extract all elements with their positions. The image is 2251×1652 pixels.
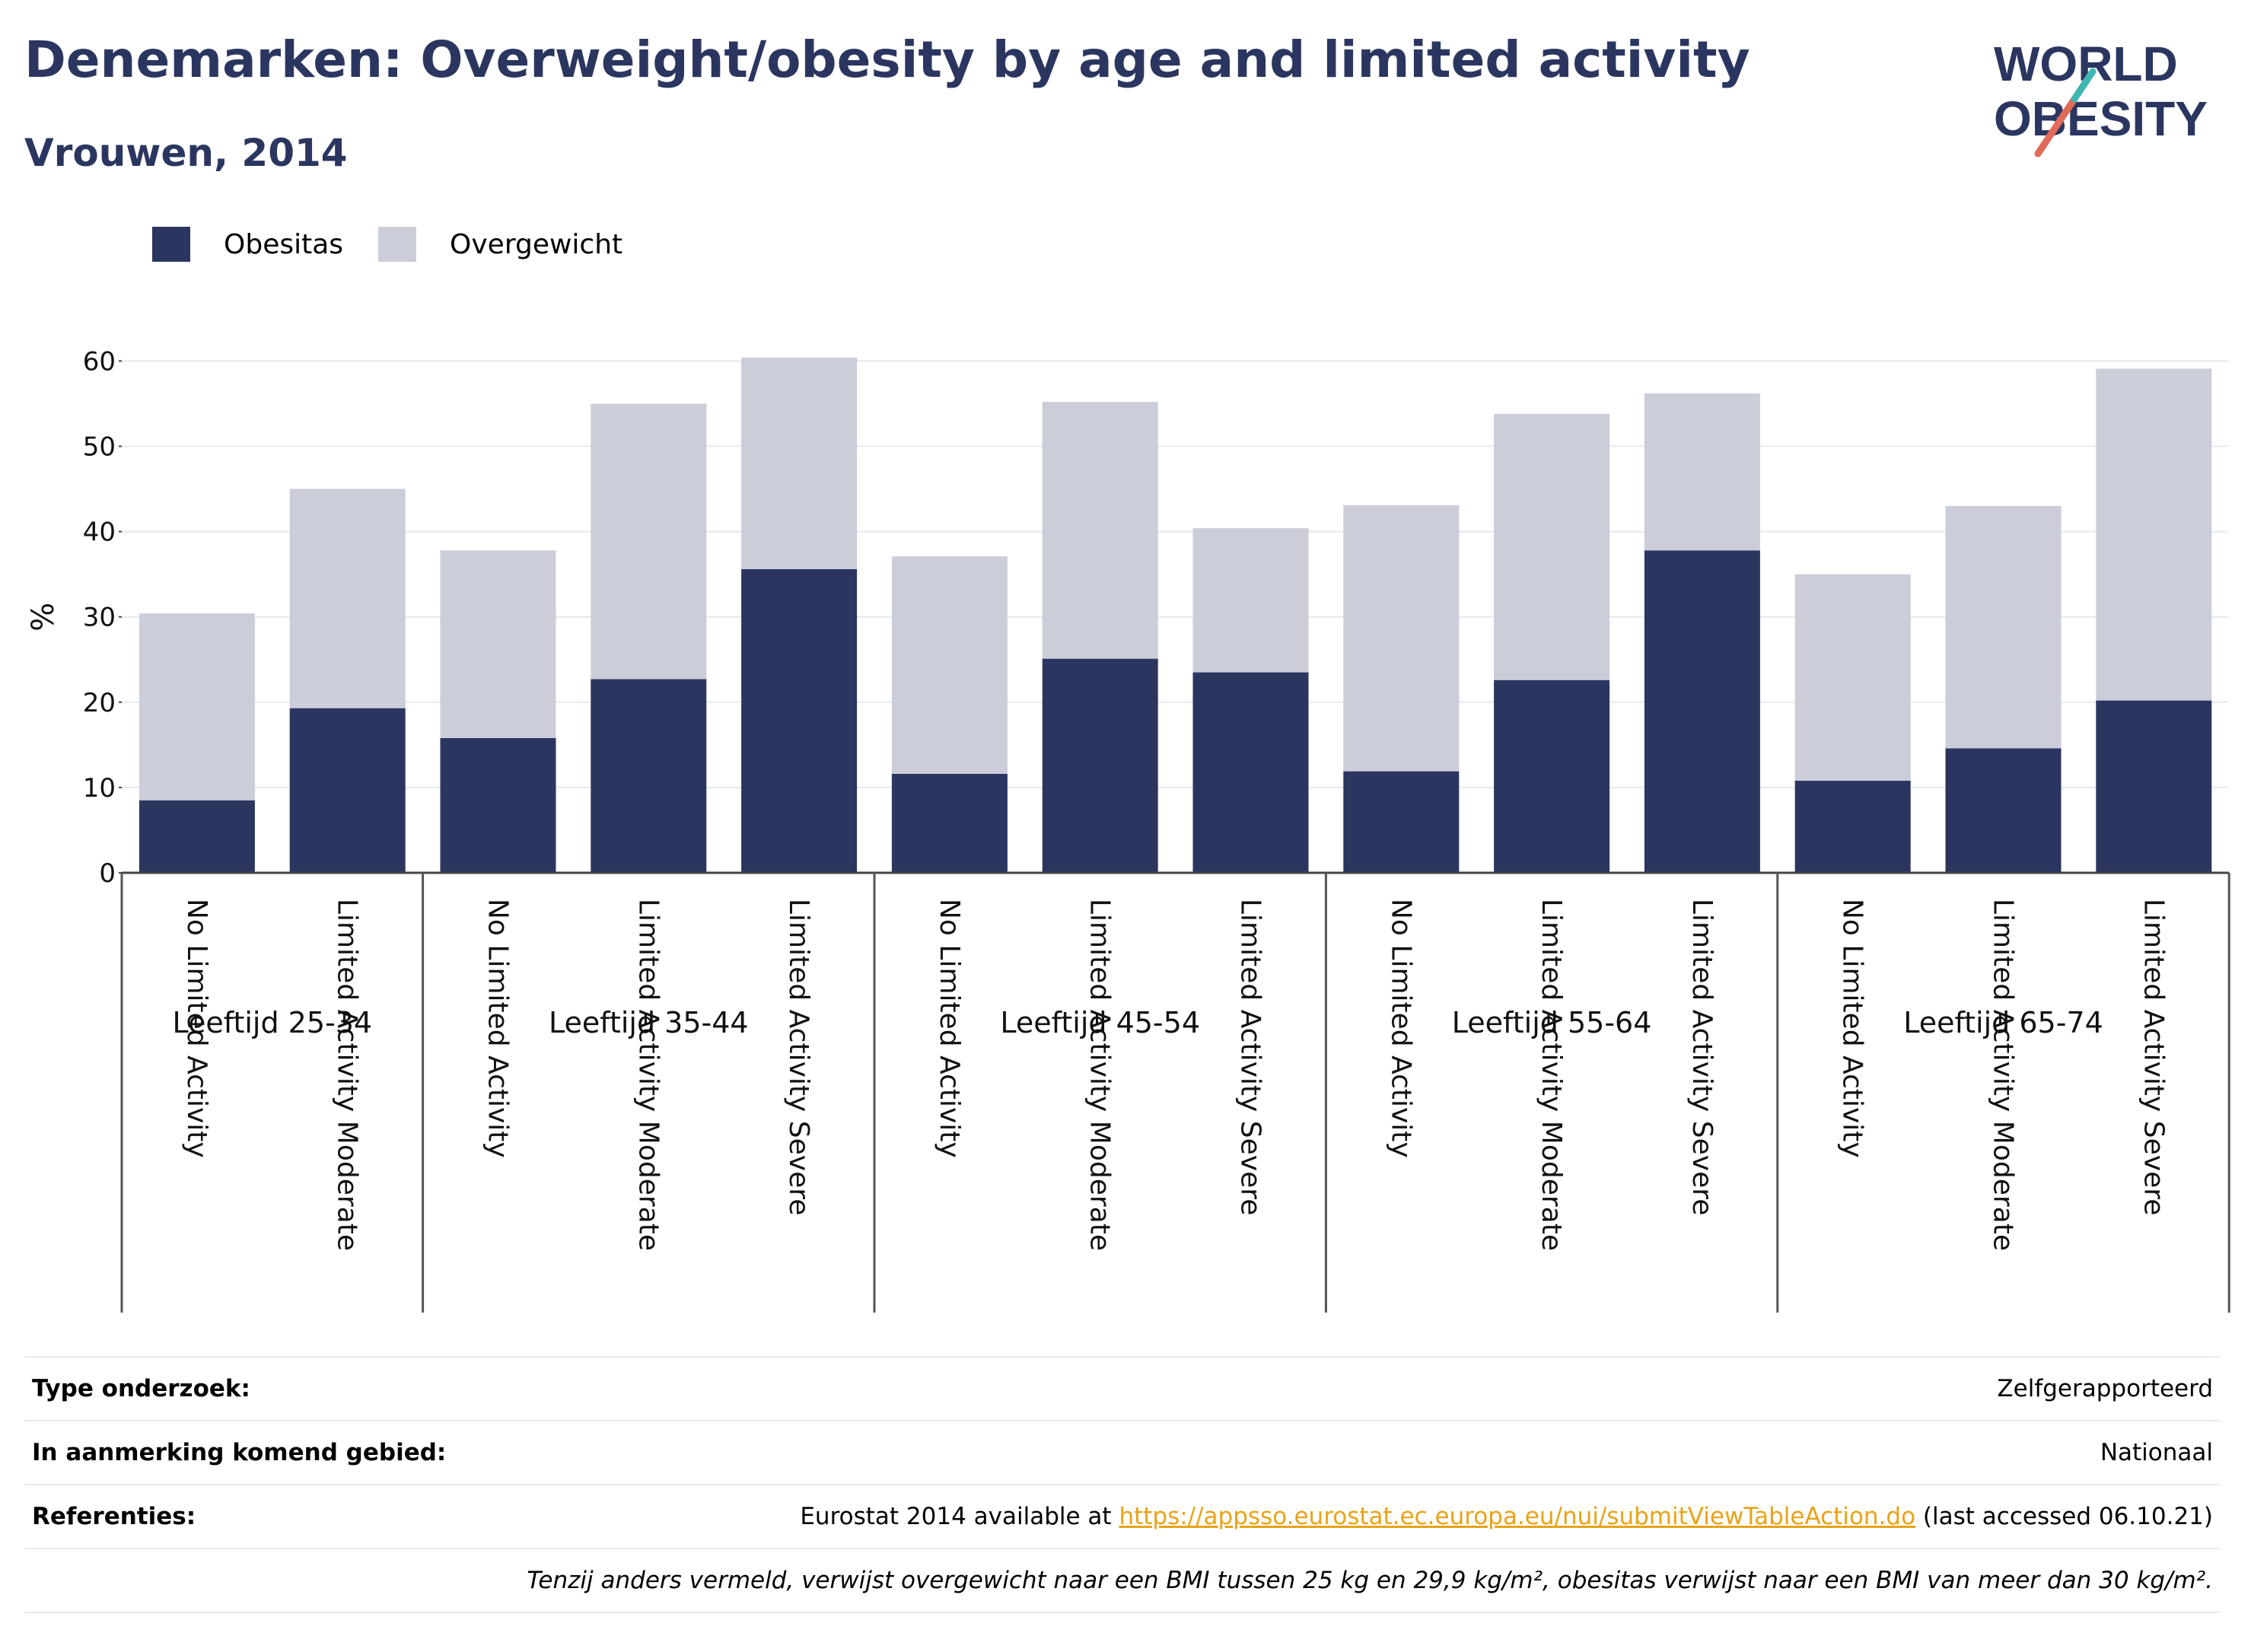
footer-row-note: Tenzij anders vermeld, verwijst overgewi…	[24, 1548, 2221, 1613]
bar-overgewicht	[1644, 393, 1760, 551]
reference-link[interactable]: https://appsso.eurostat.ec.europa.eu/nui…	[1119, 1503, 1916, 1530]
bar-obesitas	[1794, 780, 1911, 873]
survey-type-key: Type onderzoek:	[32, 1375, 250, 1402]
x-category-label: Limited Activity Severe	[2138, 899, 2169, 1215]
world-obesity-logo: WORLD OBESITY	[1979, 33, 2237, 163]
bar-overgewicht	[1794, 574, 1911, 781]
y-tick-label: 0	[99, 858, 116, 889]
footer-row-area: In aanmerking komend gebied: Nationaal	[24, 1420, 2221, 1484]
bar-overgewicht	[1494, 413, 1610, 680]
bar-obesitas	[1494, 680, 1610, 873]
bar-obesitas	[741, 568, 858, 873]
bar-obesitas	[891, 773, 1008, 873]
y-tick-label: 30	[83, 603, 116, 633]
bar-obesitas	[138, 800, 255, 873]
y-tick-label: 50	[83, 432, 116, 463]
area-key: In aanmerking komend gebied:	[32, 1439, 447, 1466]
bar-overgewicht	[440, 550, 556, 738]
x-category-label: No Limited Activity	[1837, 899, 1868, 1158]
x-category-label: Limited Activity Moderate	[1084, 899, 1116, 1251]
x-group-label: Leeftijd 35-44	[549, 1006, 749, 1039]
footer-table: Type onderzoek: Zelfgerapporteerd In aan…	[24, 1356, 2221, 1613]
bar-overgewicht	[741, 357, 858, 569]
x-category-label: Limited Activity Moderate	[1988, 899, 2019, 1251]
area-value: Nationaal	[2100, 1439, 2213, 1466]
x-category-label: No Limited Activity	[181, 899, 212, 1158]
x-group-label: Leeftijd 25-34	[172, 1006, 372, 1039]
x-category-label: Limited Activity Moderate	[1536, 899, 1567, 1251]
bar-overgewicht	[2096, 368, 2212, 701]
bar-overgewicht	[1042, 402, 1158, 659]
bar-overgewicht	[1945, 505, 2062, 749]
bmi-definition-note: Tenzij anders vermeld, verwijst overgewi…	[527, 1567, 2213, 1594]
footer-row-survey-type: Type onderzoek: Zelfgerapporteerd	[24, 1356, 2221, 1420]
y-tick-label: 60	[83, 346, 116, 377]
x-category-label: No Limited Activity	[482, 899, 514, 1158]
y-tick-label: 40	[83, 517, 116, 548]
reference-suffix: (last accessed 06.10.21)	[1915, 1503, 2213, 1530]
bar-obesitas	[1042, 658, 1158, 873]
bar-obesitas	[440, 737, 556, 873]
x-category-label: Limited Activity Severe	[783, 899, 814, 1215]
page-title: Denemarken: Overweight/obesity by age an…	[24, 30, 1750, 89]
bar-obesitas	[1192, 672, 1309, 873]
x-group-label: Leeftijd 65-74	[1903, 1006, 2103, 1039]
bar-overgewicht	[1192, 528, 1309, 673]
x-group-label: Leeftijd 45-54	[1000, 1006, 1200, 1039]
x-category-label: No Limited Activity	[1385, 899, 1416, 1158]
chart-legend: Obesitas Overgewicht	[152, 227, 657, 262]
y-axis-label: %	[26, 603, 61, 632]
bar-obesitas	[1343, 771, 1460, 873]
bar-overgewicht	[591, 403, 707, 680]
legend-swatch-obesitas	[152, 227, 190, 262]
footer-row-references: Referenties: Eurostat 2014 available at …	[24, 1484, 2221, 1548]
reference-prefix: Eurostat 2014 available at	[800, 1503, 1119, 1530]
bar-obesitas	[2096, 700, 2212, 873]
legend-label-overgewicht: Overgewicht	[450, 228, 623, 260]
y-tick-label: 10	[83, 773, 116, 804]
y-tick-label: 20	[83, 688, 116, 718]
bar-overgewicht	[289, 489, 406, 708]
bar-obesitas	[1644, 550, 1760, 873]
x-category-label: Limited Activity Moderate	[632, 899, 664, 1251]
references-key: Referenties:	[32, 1503, 196, 1530]
survey-type-value: Zelfgerapporteerd	[1997, 1375, 2213, 1402]
x-category-label: Limited Activity Severe	[1235, 899, 1266, 1215]
x-category-label: Limited Activity Moderate	[332, 899, 363, 1251]
bar-obesitas	[289, 708, 406, 873]
bar-obesitas	[1945, 748, 2062, 873]
stacked-bar-chart: 0 10 20 30 40 50 60% No Limited Activity Limited…	[26, 346, 2230, 1313]
references-value: Eurostat 2014 available at https://appss…	[800, 1503, 2213, 1530]
bar-obesitas	[591, 679, 707, 873]
legend-label-obesitas: Obesitas	[224, 228, 344, 260]
bar-overgewicht	[891, 556, 1008, 774]
legend-swatch-overgewicht	[378, 227, 417, 262]
x-category-label: Limited Activity Severe	[1686, 899, 1718, 1215]
bar-overgewicht	[1343, 505, 1460, 772]
page-subtitle: Vrouwen, 2014	[24, 131, 348, 175]
x-group-label: Leeftijd 55-64	[1452, 1006, 1652, 1039]
logo-line2: OBESITY	[1994, 91, 2208, 146]
x-category-label: No Limited Activity	[934, 899, 965, 1158]
bar-overgewicht	[138, 613, 255, 801]
